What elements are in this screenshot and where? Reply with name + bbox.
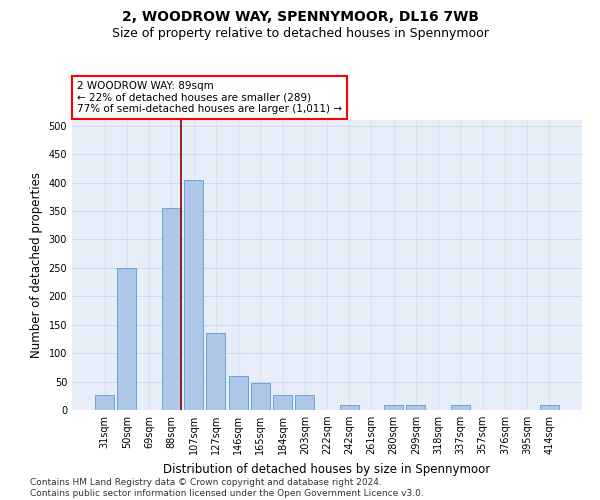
Text: 2, WOODROW WAY, SPENNYMOOR, DL16 7WB: 2, WOODROW WAY, SPENNYMOOR, DL16 7WB [121, 10, 479, 24]
Y-axis label: Number of detached properties: Number of detached properties [30, 172, 43, 358]
Bar [295, 394, 314, 410]
Bar [162, 208, 181, 410]
Bar [229, 376, 248, 410]
X-axis label: Distribution of detached houses by size in Spennymoor: Distribution of detached houses by size … [163, 462, 491, 475]
Text: Size of property relative to detached houses in Spennymoor: Size of property relative to detached ho… [112, 28, 488, 40]
Bar [273, 394, 292, 410]
Bar [184, 180, 203, 410]
Bar [451, 406, 470, 410]
Bar [406, 406, 425, 410]
Bar [340, 406, 359, 410]
Bar [251, 384, 270, 410]
Bar [95, 394, 114, 410]
Bar [384, 406, 403, 410]
Bar [540, 406, 559, 410]
Text: Contains HM Land Registry data © Crown copyright and database right 2024.
Contai: Contains HM Land Registry data © Crown c… [30, 478, 424, 498]
Bar [118, 268, 136, 410]
Text: 2 WOODROW WAY: 89sqm
← 22% of detached houses are smaller (289)
77% of semi-deta: 2 WOODROW WAY: 89sqm ← 22% of detached h… [77, 81, 342, 114]
Bar [206, 333, 225, 410]
